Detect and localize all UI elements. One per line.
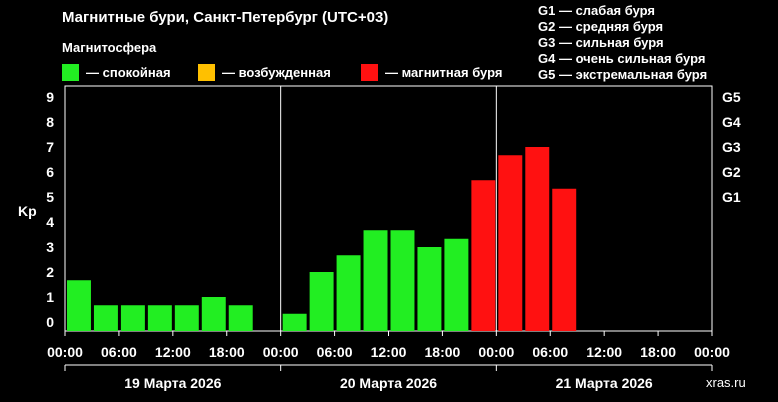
kp-bar — [147, 305, 172, 331]
kp-bar — [201, 297, 226, 331]
chart-title: Магнитные бури, Санкт-Петербург (UTC+03) — [62, 9, 388, 26]
plot-frame — [64, 85, 713, 332]
legend-label-calm: — спокойная — [86, 65, 171, 80]
x-tick-label: 18:00 — [640, 344, 676, 360]
y-tick-label: 2 — [46, 264, 54, 280]
y-tick-label: 8 — [46, 114, 54, 130]
g-scale-g4: G4 — очень сильная буря — [538, 51, 705, 66]
y-tick-label: 6 — [46, 164, 54, 180]
kp-bar — [498, 155, 523, 331]
day-label: 19 Марта 2026 — [124, 375, 221, 391]
y-tick-label: 3 — [46, 239, 54, 255]
kp-bar — [67, 280, 91, 331]
y-axis-label: Kp — [18, 203, 37, 219]
g-tick-label: G5 — [722, 89, 741, 105]
day-label: 21 Марта 2026 — [556, 375, 653, 391]
x-tick-label: 06:00 — [532, 344, 568, 360]
day-label: 20 Марта 2026 — [340, 375, 437, 391]
kp-bar — [174, 305, 199, 331]
g-scale-g3: G3 — сильная буря — [538, 35, 664, 50]
x-tick-label: 06:00 — [101, 344, 137, 360]
y-tick-label: 7 — [46, 139, 54, 155]
x-tick-label: 12:00 — [371, 344, 407, 360]
kp-bar — [417, 247, 442, 331]
kp-bar — [228, 305, 253, 331]
x-tick-label: 18:00 — [209, 344, 245, 360]
g-tick-label: G2 — [722, 164, 741, 180]
kp-bar — [282, 313, 307, 331]
x-tick-label: 06:00 — [317, 344, 353, 360]
y-tick-label: 5 — [46, 189, 54, 205]
x-tick-label: 00:00 — [478, 344, 514, 360]
y-tick-label: 9 — [46, 89, 54, 105]
kp-bar — [309, 272, 334, 331]
x-tick-label: 18:00 — [425, 344, 461, 360]
legend-label-storm: — магнитная буря — [385, 65, 502, 80]
x-tick-label: 12:00 — [586, 344, 622, 360]
g-tick-label: G1 — [722, 189, 741, 205]
x-tick-label: 00:00 — [694, 344, 730, 360]
y-tick-label: 4 — [46, 214, 54, 230]
g-scale-g1: G1 — слабая буря — [538, 3, 655, 18]
x-tick-label: 00:00 — [263, 344, 299, 360]
legend-swatch-calm — [62, 64, 79, 81]
kp-bar — [552, 188, 577, 331]
kp-bar — [93, 305, 118, 331]
kp-bar — [390, 230, 415, 331]
kp-bar — [120, 305, 145, 331]
x-tick-label: 12:00 — [155, 344, 191, 360]
g-scale-g5: G5 — экстремальная буря — [538, 67, 707, 82]
legend-label-excited: — возбужденная — [222, 65, 331, 80]
kp-bar — [336, 255, 361, 331]
legend-title: Магнитосфера — [62, 40, 157, 55]
kp-bar — [471, 180, 496, 331]
g-scale-g2: G2 — средняя буря — [538, 19, 663, 34]
watermark: xras.ru — [706, 375, 746, 390]
plot-area: 0 1 2 3 4 5 6 7 8 9 G1 G2 G3 G4 G5 00:00 06:00 12:00 18:00… — [46, 85, 741, 391]
y-tick-label: 1 — [46, 289, 54, 305]
y-tick-label: 0 — [46, 314, 54, 330]
legend-swatch-storm — [361, 64, 378, 81]
kp-bar — [525, 147, 550, 331]
x-tick-label: 00:00 — [47, 344, 83, 360]
legend: — спокойная — возбужденная — магнитная б… — [62, 64, 502, 81]
kp-bar — [363, 230, 388, 331]
legend-swatch-excited — [198, 64, 215, 81]
kp-bar — [444, 238, 469, 331]
g-tick-label: G4 — [722, 114, 741, 130]
g-tick-label: G3 — [722, 139, 741, 155]
g-scale-legend: G1 — слабая буря G2 — средняя буря G3 — … — [538, 3, 707, 82]
